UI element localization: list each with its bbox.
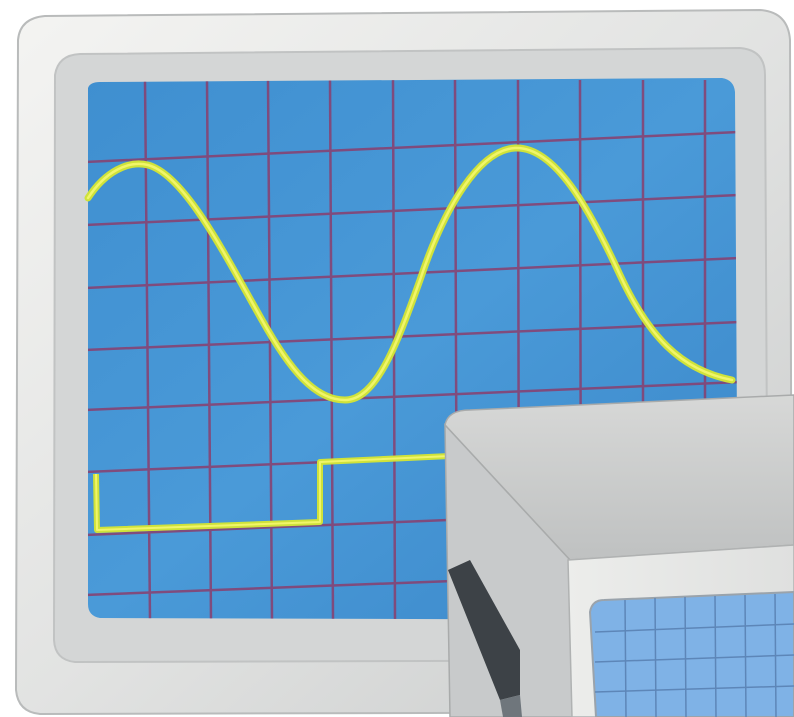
sine-trace-core	[86, 146, 734, 402]
grid-line	[88, 320, 738, 352]
instrument-graticule	[594, 593, 794, 717]
grid-line	[88, 130, 738, 164]
instrument-handle	[448, 560, 520, 700]
grid-line	[654, 597, 657, 717]
instrument-handle-end	[500, 695, 522, 717]
grid-line	[266, 79, 274, 620]
square-trace-core	[95, 455, 451, 531]
grid-line	[594, 623, 794, 633]
grid-line	[624, 599, 627, 717]
grid-line	[594, 654, 794, 663]
instrument-side	[444, 423, 576, 717]
grid-line	[88, 256, 738, 290]
grid-line	[328, 79, 335, 620]
grid-line	[714, 595, 717, 717]
instrument-screen	[588, 590, 794, 717]
grid-line	[684, 596, 687, 717]
grid-line	[88, 380, 738, 412]
grid-line	[594, 685, 794, 693]
grid-line	[88, 193, 738, 227]
